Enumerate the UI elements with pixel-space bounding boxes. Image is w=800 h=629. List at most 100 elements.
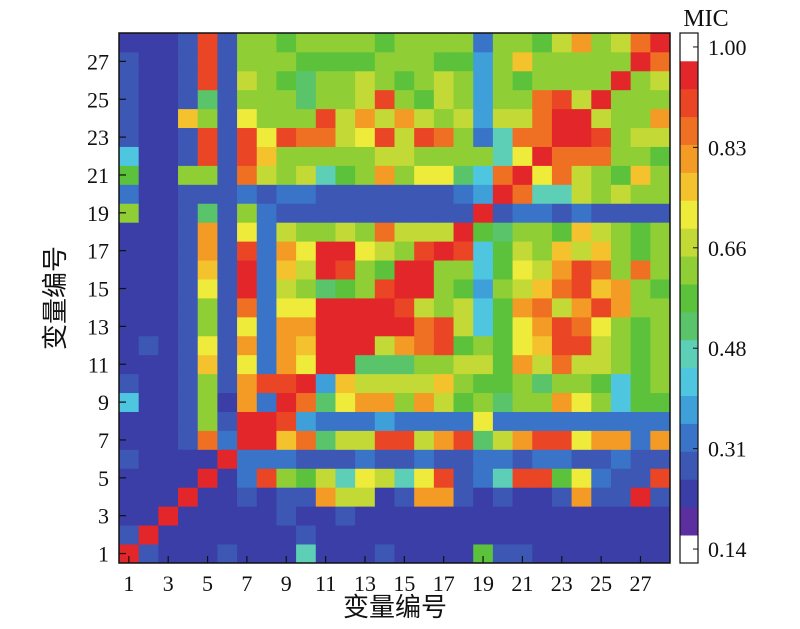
x-tick-label: 7 (241, 571, 252, 596)
heatmap-cell (197, 127, 218, 147)
heatmap-cell (492, 184, 513, 204)
heatmap-cell (610, 33, 632, 53)
heatmap-cell (315, 127, 336, 147)
heatmap-cell (237, 108, 258, 129)
colorbar-swatch (680, 88, 698, 118)
heatmap-cell (237, 544, 258, 564)
heatmap-cell (138, 392, 159, 412)
heatmap-cell (276, 222, 297, 242)
heatmap-cell (551, 506, 573, 526)
heatmap-cell (335, 544, 356, 564)
heatmap-cell (492, 335, 513, 356)
heatmap-cell (178, 544, 199, 564)
heatmap-cell (217, 241, 238, 261)
heatmap-cell (335, 108, 356, 129)
heatmap-cell (473, 165, 494, 185)
heatmap-cell (414, 33, 435, 53)
heatmap-cell (256, 392, 277, 412)
heatmap-cell (237, 203, 258, 223)
heatmap-cell (256, 487, 277, 507)
heatmap-cell (355, 354, 376, 375)
heatmap-cell (158, 506, 179, 526)
heatmap-cell (591, 392, 612, 412)
colorbar-swatch (680, 200, 698, 229)
heatmap-cell (138, 449, 159, 469)
heatmap-cell (532, 487, 553, 507)
heatmap-cell (374, 316, 395, 337)
heatmap-cell (532, 89, 553, 110)
heatmap-cell (394, 525, 415, 545)
heatmap-cell (256, 241, 277, 261)
heatmap-cell (551, 203, 573, 223)
heatmap-cell (433, 184, 454, 204)
heatmap-cell (394, 298, 415, 318)
heatmap-cell (355, 241, 376, 261)
heatmap-cell (630, 373, 651, 394)
heatmap-cell (433, 373, 454, 394)
heatmap-cell (591, 89, 612, 110)
heatmap-cell (610, 108, 632, 129)
heatmap-cell (394, 184, 415, 204)
heatmap-cell (138, 51, 159, 72)
x-tick-label: 9 (281, 571, 292, 596)
heatmap-cell (217, 316, 238, 337)
heatmap-cell (433, 51, 454, 72)
heatmap-cell (650, 203, 671, 223)
heatmap-cell (119, 468, 140, 488)
heatmap-cell (532, 146, 553, 166)
heatmap-cell (650, 222, 671, 242)
heatmap-cell (512, 51, 533, 72)
heatmap-cell (335, 468, 356, 488)
heatmap-cell (138, 430, 159, 450)
heatmap-cell (315, 335, 336, 356)
heatmap-cell (394, 411, 415, 431)
heatmap-cell (374, 506, 395, 526)
heatmap-cell (315, 108, 336, 129)
heatmap-cell (433, 525, 454, 545)
heatmap-cell (532, 184, 553, 204)
heatmap-cell (453, 279, 474, 299)
heatmap-cell (551, 430, 573, 450)
heatmap-cell (217, 487, 238, 507)
heatmap-cell (591, 108, 612, 129)
heatmap-cell (315, 260, 336, 280)
heatmap-cell (119, 203, 140, 223)
heatmap-cell (276, 354, 297, 375)
heatmap-cell (237, 298, 258, 318)
heatmap-cell (355, 203, 376, 223)
heatmap-cell (237, 33, 258, 53)
heatmap-cell (551, 279, 573, 299)
heatmap-cell (138, 89, 159, 110)
heatmap-cell (650, 260, 671, 280)
heatmap-cell (296, 411, 317, 431)
heatmap-cell (276, 165, 297, 185)
heatmap-cell (453, 373, 474, 394)
heatmap-cell (335, 449, 356, 469)
heatmap-cell (473, 298, 494, 318)
heatmap-cell (433, 430, 454, 450)
heatmap-cell (433, 33, 454, 53)
colorbar-swatch (680, 395, 698, 424)
heatmap-cell (296, 354, 317, 375)
heatmap-cell (433, 127, 454, 147)
heatmap-cell (276, 487, 297, 507)
heatmap-cell (296, 260, 317, 280)
heatmap-cell (551, 392, 573, 412)
heatmap-cell (610, 373, 632, 394)
heatmap-cell (492, 70, 513, 91)
heatmap-cell (571, 108, 592, 129)
heatmap-cell (551, 487, 573, 507)
heatmap-cell (630, 222, 651, 242)
heatmap-cell (178, 203, 199, 223)
heatmap-cell (296, 33, 317, 53)
heatmap-cell (197, 354, 218, 375)
heatmap-cell (591, 487, 612, 507)
heatmap-cell (355, 51, 376, 72)
heatmap-cell (355, 146, 376, 166)
heatmap-cell (453, 487, 474, 507)
heatmap-cell (610, 241, 632, 261)
heatmap-cell (374, 203, 395, 223)
heatmap-cell (217, 392, 238, 412)
heatmap-cell (276, 316, 297, 337)
heatmap-cell (492, 241, 513, 261)
